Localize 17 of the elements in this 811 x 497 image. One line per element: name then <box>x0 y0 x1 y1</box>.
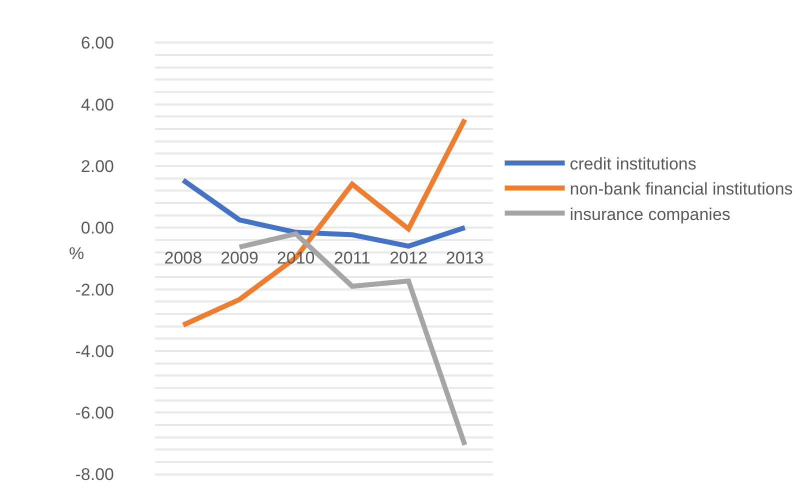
x-tick-label: 2013 <box>446 248 484 268</box>
x-tick-label: 2008 <box>164 248 202 268</box>
x-tick-label: 2012 <box>390 248 428 268</box>
y-tick-label: 0.00 <box>80 218 114 238</box>
y-tick-label: -8.00 <box>75 465 114 484</box>
x-tick-label: 2011 <box>334 248 370 268</box>
y-tick-label: -6.00 <box>75 404 114 423</box>
y-tick-label: 2.00 <box>80 156 114 176</box>
legend-label: credit institutions <box>570 154 696 174</box>
y-tick-label: 4.00 <box>80 95 114 114</box>
y-tick-label: -2.00 <box>75 280 114 300</box>
y-axis-title: % <box>69 244 84 263</box>
legend-label: insurance companies <box>570 204 730 224</box>
y-tick-label: 6.00 <box>80 34 114 53</box>
legend-label: non-bank financial institutions <box>570 180 793 199</box>
x-tick-label: 2009 <box>220 248 258 268</box>
y-tick-label: -4.00 <box>75 342 114 361</box>
